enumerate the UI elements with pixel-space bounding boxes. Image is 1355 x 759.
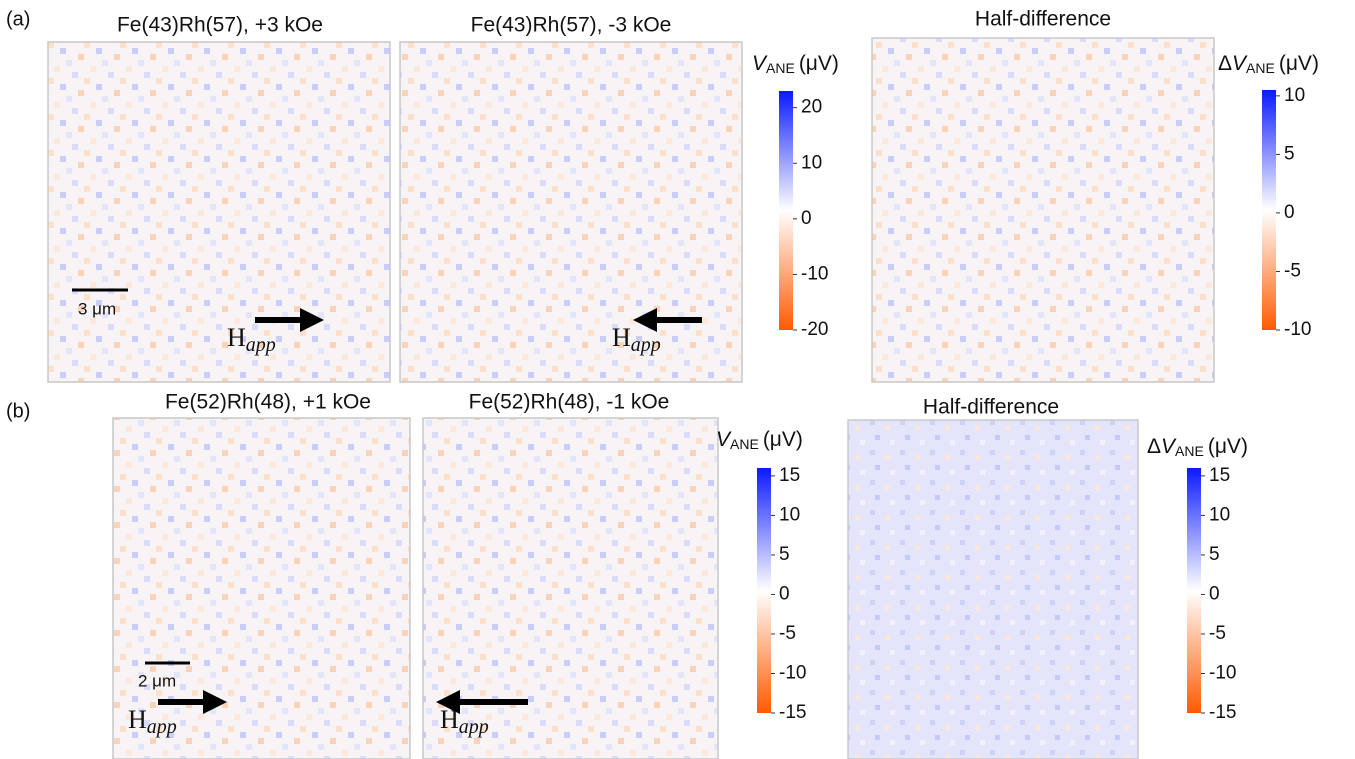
- colorbar-tick-label: -10: [801, 263, 828, 284]
- colorbar-subscript: ANE: [730, 436, 759, 452]
- colorbar-tick-label: 10: [779, 504, 800, 525]
- colorbar-tick-label: 0: [779, 583, 790, 604]
- colorbar-tick-label: 0: [1284, 202, 1295, 223]
- colorbar-tick-label: -5: [1209, 623, 1226, 644]
- colorbar-prefix: Δ: [1218, 52, 1232, 75]
- colorbar-subscript: ANE: [766, 60, 795, 76]
- colorbar-tick-label: 10: [1284, 85, 1305, 106]
- map-image: [422, 417, 719, 759]
- colorbar-label: ΔVANE (μV): [1218, 52, 1319, 76]
- field-label: Happ: [128, 705, 177, 738]
- field-subscript: app: [459, 716, 489, 738]
- map-title: Half-difference: [975, 8, 1111, 31]
- colorbar-tick-label: 15: [779, 465, 800, 486]
- colorbar-label: VANE (μV): [752, 52, 839, 76]
- colorbar-tick-label: 5: [1284, 143, 1295, 164]
- field-label: Happ: [612, 323, 661, 356]
- colorbar-tick-label: 0: [801, 208, 812, 229]
- colorbar-tick-label: 15: [1209, 465, 1230, 486]
- field-label: Happ: [227, 323, 276, 356]
- colorbar-tick-label: 10: [1209, 504, 1230, 525]
- colorbar-tick-label: -15: [779, 702, 806, 723]
- colorbar: [779, 91, 793, 330]
- colorbar-tick-label: -10: [1284, 319, 1311, 340]
- panel-label: (a): [6, 8, 30, 30]
- scale-bar-label: 3 μm: [78, 299, 116, 318]
- colorbar-prefix: Δ: [1147, 435, 1161, 458]
- map-image: [871, 37, 1215, 383]
- colorbar: [757, 468, 771, 713]
- colorbar-symbol: V: [752, 52, 768, 75]
- field-symbol: H: [612, 323, 631, 352]
- colorbar-tick-label: 5: [1209, 544, 1220, 565]
- colorbar-tick-label: -10: [1209, 662, 1236, 683]
- colorbar-tick-label: 0: [1209, 583, 1220, 604]
- scale-bar-label: 2 μm: [138, 671, 176, 690]
- field-symbol: H: [227, 323, 246, 352]
- colorbar-tick-label: 10: [801, 152, 822, 173]
- field-symbol: H: [440, 705, 459, 734]
- colorbar-unit: (μV): [799, 52, 839, 75]
- colorbar-subscript: ANE: [1175, 443, 1204, 459]
- colorbar-tick-label: -20: [801, 319, 828, 340]
- colorbar: [1187, 468, 1201, 713]
- colorbar-symbol: V: [1161, 435, 1177, 458]
- map-title: Fe(52)Rh(48), -1 kOe: [469, 391, 670, 414]
- colorbar-tick-label: -5: [1284, 260, 1301, 281]
- colorbar: [1262, 90, 1276, 330]
- map-title: Half-difference: [923, 396, 1059, 419]
- map-image: [47, 41, 391, 383]
- map-image: [399, 41, 743, 383]
- colorbar-tick-label: -15: [1209, 702, 1236, 723]
- colorbar-tick-label: 20: [801, 97, 822, 118]
- field-subscript: app: [246, 334, 276, 356]
- colorbar-tick-label: 5: [779, 544, 790, 565]
- field-subscript: app: [147, 716, 177, 738]
- panel-label: (b): [6, 400, 30, 422]
- colorbar-unit: (μV): [763, 428, 803, 451]
- colorbar-label: VANE (μV): [716, 428, 803, 452]
- colorbar-unit: (μV): [1208, 435, 1248, 458]
- field-subscript: app: [631, 334, 661, 356]
- colorbar-subscript: ANE: [1246, 60, 1275, 76]
- map-title: Fe(43)Rh(57), -3 kOe: [471, 14, 672, 37]
- colorbar-tick-label: -10: [779, 662, 806, 683]
- colorbar-tick-label: -5: [779, 623, 796, 644]
- field-label: Happ: [440, 705, 489, 738]
- field-symbol: H: [128, 705, 147, 734]
- map-title: Fe(52)Rh(48), +1 kOe: [165, 391, 371, 414]
- map-image: [847, 419, 1139, 759]
- colorbar-unit: (μV): [1279, 52, 1319, 75]
- colorbar-label: ΔVANE (μV): [1147, 435, 1248, 459]
- map-image: [112, 417, 411, 759]
- colorbar-symbol: V: [1232, 52, 1248, 75]
- map-title: Fe(43)Rh(57), +3 kOe: [117, 14, 323, 37]
- colorbar-symbol: V: [716, 428, 732, 451]
